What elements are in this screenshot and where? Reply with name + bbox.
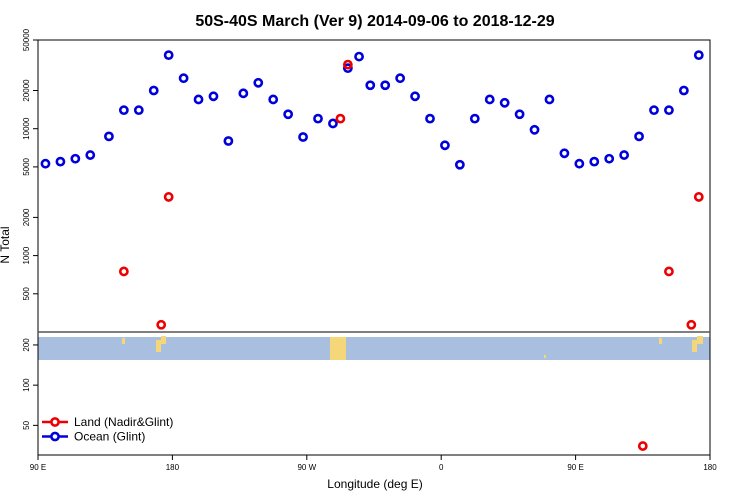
ocean-point <box>544 94 555 105</box>
y-tick-label: 5000 <box>22 157 31 175</box>
ocean-point <box>313 113 323 124</box>
y-tick-label: 100 <box>22 378 31 392</box>
y-tick-label: 200 <box>22 338 31 352</box>
x-tick-label: 0 <box>439 463 444 472</box>
ocean-point <box>380 80 391 91</box>
x-tick-label: 180 <box>703 463 717 472</box>
ocean-point <box>619 150 630 160</box>
ocean-point <box>589 156 600 167</box>
ocean-point <box>133 105 144 116</box>
y-axis-upper: 500 1000 2000 5000 10000 20000 50000 <box>22 28 38 300</box>
legend: Land (Nadir&Glint)Ocean (Glint) <box>42 415 173 444</box>
ocean-point <box>634 131 644 142</box>
land-point <box>163 192 174 202</box>
ocean-point <box>425 113 435 124</box>
chart-title: 50S-40S March (Ver 9) 2014-09-06 to 2018… <box>195 13 554 30</box>
y-tick-label: 20000 <box>22 79 31 102</box>
x-axis: 90 E 180 90 W 0 90 E 180 <box>30 455 717 472</box>
data-points <box>40 50 704 451</box>
ocean-point <box>484 94 495 105</box>
land-shape <box>161 336 166 344</box>
land-shape <box>692 340 697 352</box>
land-point <box>156 319 167 330</box>
ocean-point <box>298 132 308 142</box>
y-axis-lower: 50 100 200 <box>22 338 38 430</box>
x-axis-title: Longitude (deg E) <box>327 477 422 491</box>
ocean-point <box>342 63 353 74</box>
land-point <box>342 59 353 70</box>
y-tick-label: 10000 <box>22 117 31 140</box>
legend-marker <box>50 417 60 427</box>
ocean-point <box>193 94 204 105</box>
y-axis-title: N Total <box>0 226 12 263</box>
land-point <box>637 441 648 451</box>
land-point <box>686 319 697 330</box>
ocean-point <box>410 91 420 102</box>
ocean-point <box>163 50 174 61</box>
legend-label: Land (Nadir&Glint) <box>74 415 173 429</box>
y-tick-label: 2000 <box>22 208 31 226</box>
x-tick-label: 90 W <box>297 463 316 472</box>
ocean-point <box>40 158 51 169</box>
x-tick-label: 90 E <box>30 463 46 472</box>
ocean-point <box>104 131 114 142</box>
ocean-point <box>283 109 294 120</box>
land-point <box>335 113 346 124</box>
ocean-point <box>529 124 540 135</box>
legend-label: Ocean (Glint) <box>74 430 145 444</box>
ocean-point <box>693 50 704 61</box>
ocean-point <box>559 148 570 159</box>
land-shape <box>122 338 125 344</box>
land-shape <box>330 337 346 360</box>
ocean-point <box>649 105 659 116</box>
ocean-point <box>514 109 525 120</box>
plot-frames <box>37 39 711 456</box>
ocean-point <box>253 77 264 88</box>
ocean-point <box>678 85 689 96</box>
land-shape <box>659 338 662 344</box>
world-map-strip <box>38 336 710 360</box>
ocean-point <box>604 153 615 164</box>
x-tick-label: 90 E <box>567 463 583 472</box>
ocean-point <box>178 73 189 84</box>
land-shape <box>697 336 703 344</box>
ocean-point <box>208 91 219 102</box>
land-point <box>118 266 129 277</box>
ocean-point <box>354 51 364 62</box>
y-tick-label: 50000 <box>22 28 31 51</box>
ocean-point <box>118 105 129 116</box>
ocean-point <box>85 150 96 160</box>
ocean-point <box>440 140 450 151</box>
y-tick-label: 500 <box>22 287 31 301</box>
ocean-point <box>148 85 159 96</box>
ocean-point <box>223 136 234 146</box>
ocean-point <box>454 159 465 170</box>
ocean-point <box>664 105 674 116</box>
y-tick-label: 1000 <box>22 246 31 264</box>
y-tick-label: 50 <box>22 420 31 429</box>
ocean-point <box>238 88 249 99</box>
ocean-point <box>268 94 279 105</box>
land-point <box>664 266 674 277</box>
land-point <box>693 192 704 202</box>
ocean-point <box>469 113 480 124</box>
ocean-point <box>499 97 510 108</box>
ocean-band <box>38 337 710 360</box>
plot-border <box>37 39 711 456</box>
x-tick-label: 180 <box>166 463 180 472</box>
ocean-point <box>55 156 66 167</box>
legend-marker <box>50 431 60 442</box>
ocean-point <box>395 73 406 84</box>
land-shape <box>156 340 161 352</box>
ocean-point <box>70 153 81 164</box>
ocean-point <box>365 80 376 91</box>
land-shape <box>544 355 546 358</box>
ocean-point <box>574 158 585 169</box>
ocean-point <box>328 118 338 129</box>
